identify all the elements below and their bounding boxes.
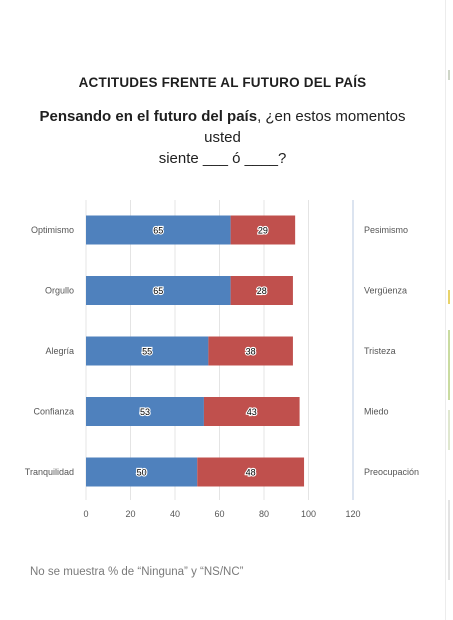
bar-negative [208, 336, 293, 366]
x-tick-label: 0 [83, 509, 88, 519]
edge-mark [448, 410, 450, 450]
bar-negative [197, 457, 305, 487]
chart-title: ACTITUDES FRENTE AL FUTURO DEL PAÍS [78, 75, 367, 90]
data-label-positive: 50 [137, 468, 147, 478]
data-label-positive: 65 [153, 226, 163, 236]
opposite-label: Preocupación [364, 467, 419, 477]
x-tick-label: 120 [345, 509, 360, 519]
survey-question: Pensando en el futuro del país, ¿en esto… [20, 106, 425, 169]
bar-negative [230, 276, 293, 305]
data-label-negative: 38 [246, 347, 256, 357]
opposite-label: Vergüenza [364, 286, 407, 296]
category-label: Tranquilidad [25, 467, 74, 477]
opposite-label: Tristeza [364, 346, 396, 356]
bar-negative [230, 215, 296, 245]
edge-mark [448, 290, 450, 304]
data-label-negative: 29 [258, 226, 268, 236]
opposite-label: Miedo [364, 407, 389, 417]
bar-positive [86, 457, 198, 487]
data-label-negative: 28 [257, 286, 267, 296]
edge-mark [448, 70, 450, 80]
category-label: Orgullo [45, 286, 74, 296]
x-tick-label: 20 [125, 509, 135, 519]
data-label-positive: 53 [140, 407, 150, 417]
data-label-negative: 48 [246, 468, 256, 478]
bar-negative [203, 397, 300, 426]
page-edge [445, 0, 453, 620]
question-bold: Pensando en el futuro del país [39, 108, 258, 125]
category-label: Optimismo [31, 225, 74, 235]
opposite-label: Pesimismo [364, 225, 408, 235]
data-label-positive: 65 [153, 286, 163, 296]
bar-positive [86, 215, 231, 245]
question-rest: , ¿en estos momentos usted [204, 108, 406, 146]
footnote: No se muestra % de “Ninguna” y “NS/NC” [30, 566, 244, 578]
x-tick-label: 60 [214, 509, 224, 519]
category-label: Confianza [33, 407, 74, 417]
bar-positive [86, 397, 204, 426]
data-label-positive: 55 [142, 347, 152, 357]
category-label: Alegría [45, 346, 74, 356]
x-tick-label: 100 [301, 509, 316, 519]
bar-positive [86, 276, 231, 305]
question-line2: siente ___ ó ____? [158, 150, 287, 167]
bar-positive [86, 336, 209, 366]
edge-mark [448, 330, 450, 400]
edge-mark [448, 500, 450, 580]
x-tick-label: 80 [259, 509, 269, 519]
data-label-negative: 43 [247, 407, 257, 417]
x-tick-label: 40 [170, 509, 180, 519]
